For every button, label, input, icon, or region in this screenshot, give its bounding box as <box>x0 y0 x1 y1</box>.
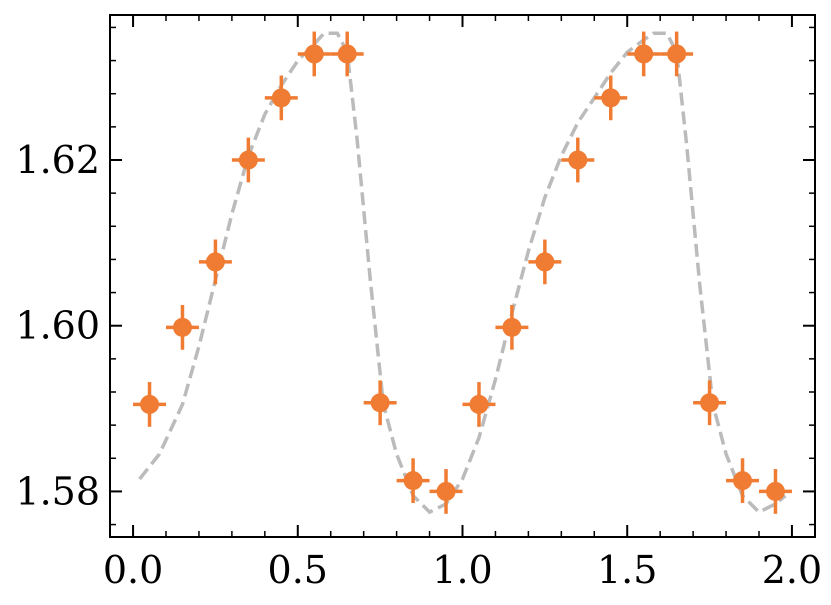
x-tick-label: 1.5 <box>597 548 657 592</box>
plot-area <box>133 31 792 515</box>
data-point-19 <box>726 458 759 504</box>
data-marker <box>765 481 785 501</box>
data-marker <box>667 44 687 64</box>
data-marker <box>436 481 456 501</box>
y-tick-label: 1.62 <box>15 138 100 182</box>
data-point-11 <box>462 382 496 427</box>
x-tick-label: 1.0 <box>432 548 492 592</box>
data-point-16 <box>627 31 661 77</box>
data-point-3 <box>198 239 232 285</box>
data-marker <box>271 88 291 108</box>
data-marker <box>140 394 160 414</box>
y-tick-label: 1.58 <box>15 469 100 513</box>
x-tick-label: 2.0 <box>762 548 822 592</box>
data-marker <box>634 44 654 64</box>
data-marker <box>700 393 720 413</box>
data-point-8 <box>363 380 397 426</box>
data-marker <box>403 471 423 491</box>
data-point-5 <box>264 75 298 121</box>
x-tick-label: 0.5 <box>268 548 328 592</box>
data-marker <box>733 471 753 491</box>
data-point-4 <box>231 137 265 183</box>
data-marker <box>172 317 192 337</box>
data-point-9 <box>396 458 430 504</box>
data-point-7 <box>330 31 364 77</box>
x-tick-label: 0.0 <box>103 548 163 592</box>
data-point-13 <box>528 239 562 285</box>
data-point-6 <box>297 31 331 77</box>
data-point-14 <box>561 137 595 183</box>
data-point-12 <box>495 305 529 350</box>
data-point-20 <box>758 469 792 514</box>
data-point-1 <box>133 382 167 427</box>
data-point-15 <box>594 75 628 121</box>
data-point-17 <box>660 31 694 77</box>
data-point-2 <box>166 305 199 350</box>
data-marker <box>601 88 621 108</box>
data-point-18 <box>693 380 727 426</box>
data-marker <box>568 150 588 170</box>
y-tick-label: 1.60 <box>15 304 100 348</box>
data-marker <box>337 44 357 64</box>
model-curve-line <box>138 31 787 515</box>
data-marker <box>238 150 258 170</box>
data-marker <box>469 394 489 414</box>
axes: 0.0 0.5 1.0 1.5 2.0 1.58 1.60 1.62 <box>15 14 822 592</box>
data-marker <box>502 317 522 337</box>
data-marker <box>370 393 390 413</box>
data-marker <box>535 252 555 272</box>
data-point-10 <box>429 469 463 514</box>
data-marker <box>205 252 225 272</box>
data-marker <box>304 44 324 64</box>
